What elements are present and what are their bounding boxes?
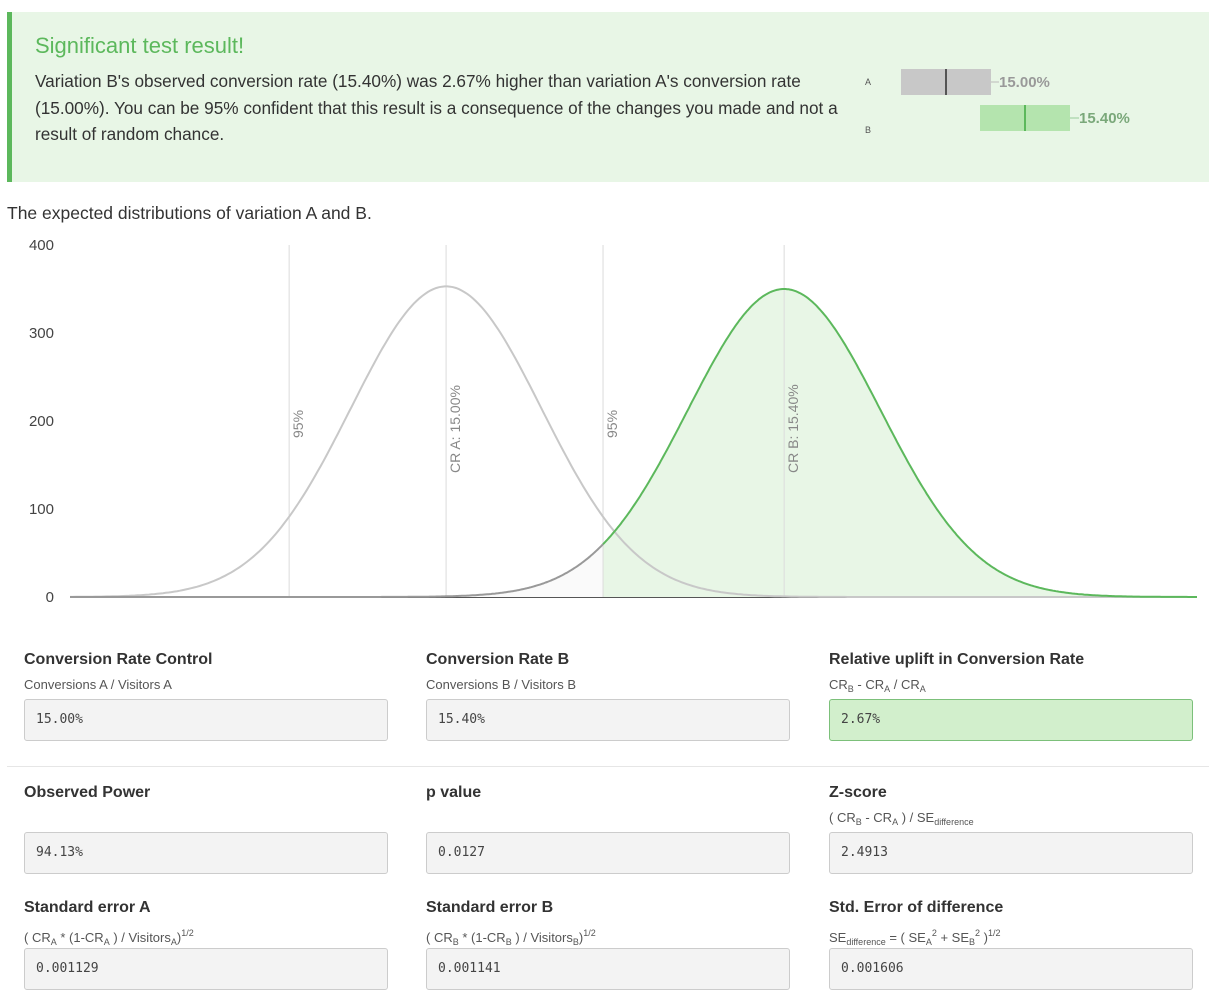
metric-label: Standard error B: [426, 899, 554, 916]
y-tick-label: 200: [29, 413, 54, 430]
p-value-field[interactable]: 0.0127: [426, 832, 790, 874]
metric-formula: ( CRB * (1-CRB ) / VisitorsB)1/2: [426, 928, 596, 947]
metric-formula: [426, 810, 792, 826]
metric-formula: ( CRB - CRA ) / SEdifference: [829, 810, 974, 827]
metric-cr-b: Conversion Rate B Conversions B / Visito…: [426, 651, 792, 741]
series-a-curve: [70, 285, 1197, 598]
metric-label: Std. Error of difference: [829, 899, 1004, 916]
mini-bar-a-value: 15.00%: [999, 74, 1050, 91]
metric-uplift: Relative uplift in Conversion Rate CRB -…: [829, 651, 1195, 741]
metric-formula: ( CRA * (1-CRA ) / VisitorsA)1/2: [24, 928, 194, 947]
b-significant-area: [603, 289, 1197, 597]
divider: [7, 766, 1209, 767]
result-title: Significant test result!: [35, 33, 245, 58]
metric-p-value: p value 0.0127: [426, 784, 792, 874]
metric-se-diff: Std. Error of difference SEdifference = …: [829, 899, 1195, 990]
mini-bar-a-marker: [945, 69, 947, 95]
se-b-field[interactable]: 0.001141: [426, 948, 790, 990]
mini-bar-b-marker: [1024, 105, 1026, 131]
metric-formula: Conversions B / Visitors B: [426, 677, 577, 692]
annotations: 95% CR A: 15.00% 95% CR B: 15.40%: [290, 384, 801, 473]
result-text: Variation B's observed conversion rate (…: [35, 71, 838, 144]
metric-se-b: Standard error B ( CRB * (1-CRB ) / Visi…: [426, 899, 792, 990]
b-nonsignificant-area: [70, 544, 604, 597]
mini-bar-b-label: B: [865, 125, 871, 135]
se-diff-field[interactable]: 0.001606: [829, 948, 1193, 990]
cr-b-field[interactable]: 15.40%: [426, 699, 790, 741]
metric-se-a: Standard error A ( CRA * (1-CRA ) / Visi…: [24, 899, 390, 990]
mini-bar-b-value: 15.40%: [1079, 110, 1130, 127]
series-b-curve-low: [70, 543, 604, 598]
result-banner: Significant test result! Variation B's o…: [7, 12, 1209, 182]
metric-z-score: Z-score ( CRB - CRA ) / SEdifference 2.4…: [829, 784, 1195, 874]
mini-bar-b: B 15.40%: [865, 105, 1130, 135]
power-field[interactable]: 94.13%: [24, 832, 388, 874]
mini-bar-chart: A 15.00% B 15.40%: [865, 69, 1130, 135]
metric-label: p value: [426, 784, 482, 801]
annotation-label: CR B: 15.40%: [785, 384, 801, 473]
series-b-curve: [602, 288, 1197, 598]
z-score-field[interactable]: 2.4913: [829, 832, 1193, 874]
distribution-chart: 0 100 200 300 400 95% CR A: 15.00% 95% CR B: 15…: [29, 237, 1197, 606]
y-tick-label: 400: [29, 237, 54, 254]
y-tick-label: 0: [46, 589, 54, 606]
curves: [70, 245, 1197, 598]
metric-formula: CRB - CRA / CRA: [829, 677, 926, 694]
metric-formula: SEdifference = ( SEA2 + SEB2 )1/2: [829, 928, 1001, 947]
metric-label: Conversion Rate Control: [24, 651, 213, 668]
y-axis: 0 100 200 300 400: [29, 237, 54, 606]
annotation-label: 95%: [604, 410, 620, 438]
mini-bar-a: A 15.00%: [865, 69, 1050, 95]
metric-formula: [24, 810, 390, 826]
y-tick-label: 300: [29, 325, 54, 342]
metric-formula: Conversions A / Visitors A: [24, 677, 172, 692]
y-tick-label: 100: [29, 501, 54, 518]
distribution-title: The expected distributions of variation …: [7, 203, 372, 223]
metric-label: Conversion Rate B: [426, 651, 570, 668]
cr-control-field[interactable]: 15.00%: [24, 699, 388, 741]
metric-label: Standard error A: [24, 899, 151, 916]
metric-label: Z-score: [829, 784, 887, 801]
se-a-field[interactable]: 0.001129: [24, 948, 388, 990]
metric-label: Observed Power: [24, 784, 151, 801]
metric-label: Relative uplift in Conversion Rate: [829, 651, 1085, 668]
annotation-label: 95%: [290, 410, 306, 438]
mini-bar-a-label: A: [865, 77, 871, 87]
uplift-field[interactable]: 2.67%: [829, 699, 1193, 741]
metric-cr-control: Conversion Rate Control Conversions A / …: [24, 651, 390, 741]
annotation-label: CR A: 15.00%: [447, 385, 463, 473]
metric-power: Observed Power 94.13%: [24, 784, 390, 874]
